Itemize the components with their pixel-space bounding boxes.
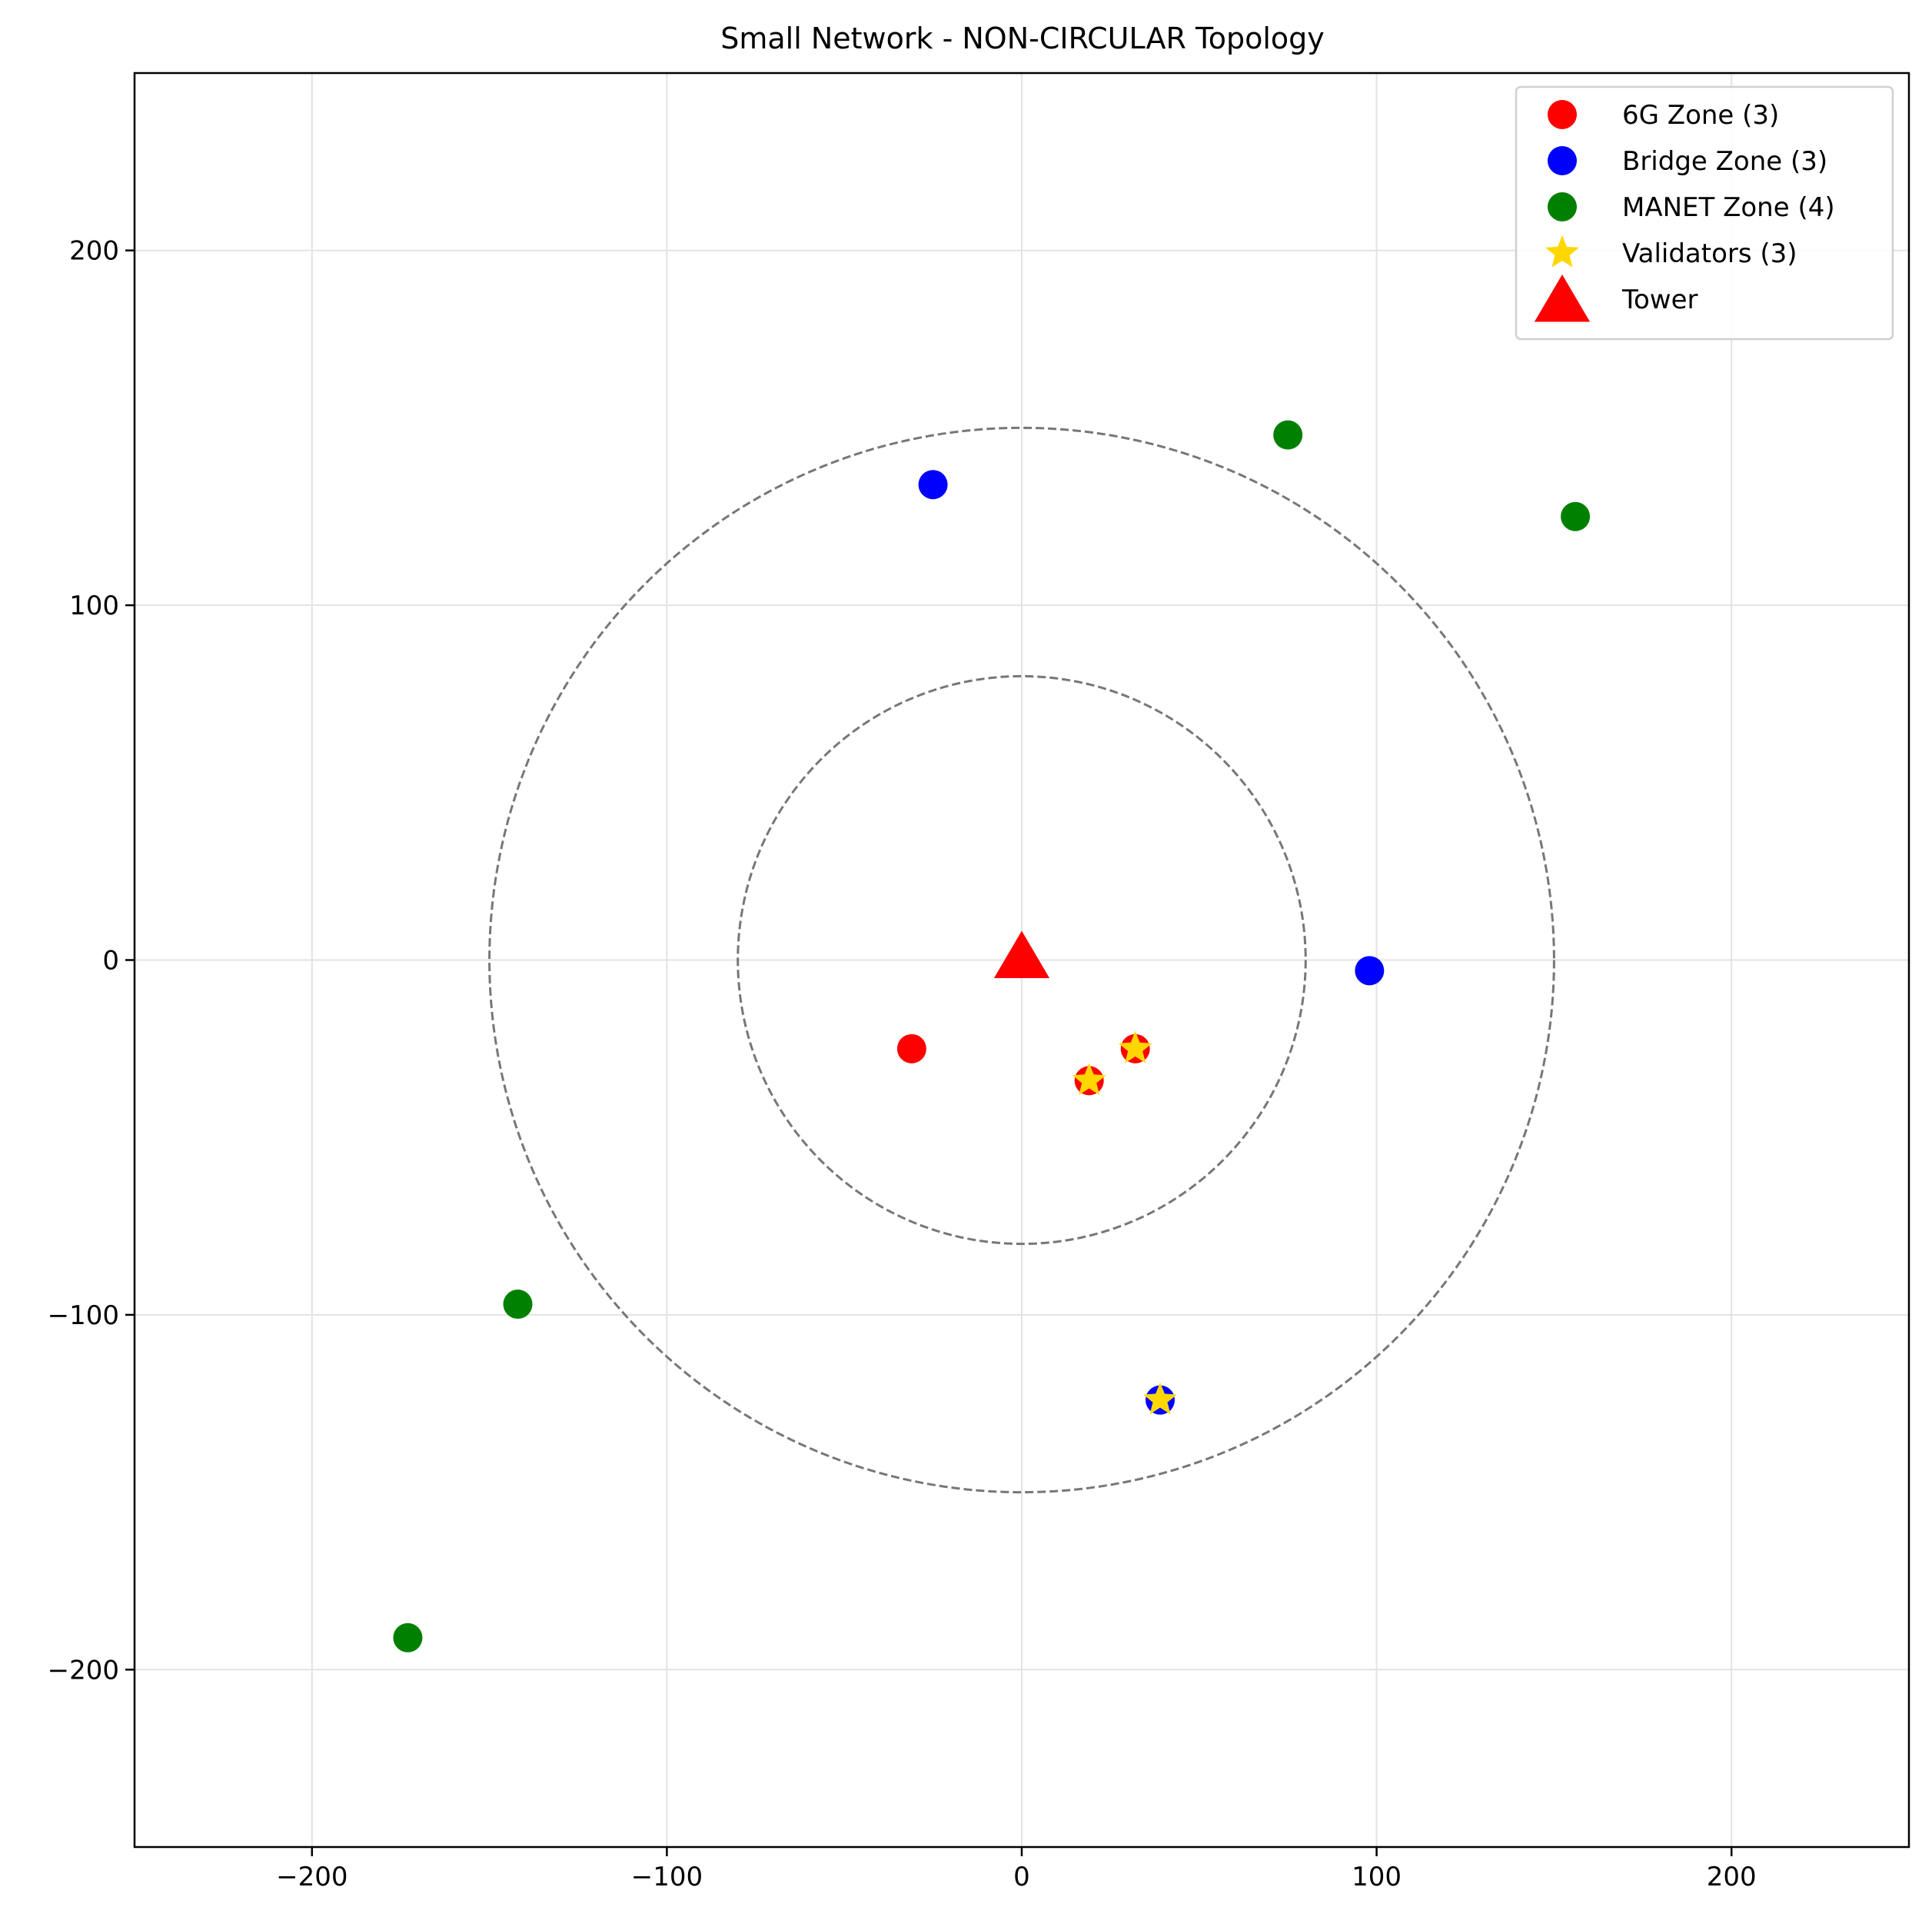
y-tick-label: 100 bbox=[69, 591, 119, 621]
x-tick-label: 100 bbox=[1352, 1862, 1402, 1892]
validator-star bbox=[1072, 1063, 1106, 1095]
axis-ticks: −200 −100 0 100 200 −200 −100 0 100 200 bbox=[48, 236, 1757, 1892]
validator-star bbox=[1118, 1030, 1152, 1063]
legend-marker bbox=[1545, 235, 1579, 268]
tower-marker bbox=[993, 930, 1050, 979]
y-tick-label: −100 bbox=[48, 1300, 119, 1331]
x-tick-label: 0 bbox=[1013, 1862, 1030, 1892]
legend-entry: Tower bbox=[1534, 275, 1698, 322]
legend-marker bbox=[1548, 192, 1577, 221]
x-tick-label: −100 bbox=[631, 1862, 703, 1892]
point-circle bbox=[1561, 501, 1591, 531]
range-rings bbox=[488, 426, 1555, 1494]
x-tick-label: −200 bbox=[276, 1862, 347, 1892]
y-tick-label: 200 bbox=[69, 236, 119, 267]
legend-entry: MANET Zone (4) bbox=[1548, 192, 1835, 223]
point-circle bbox=[503, 1290, 533, 1320]
legend: 6G Zone (3) Bridge Zone (3) MANET Zone (4)… bbox=[1515, 85, 1894, 341]
legend-entry: Bridge Zone (3) bbox=[1548, 146, 1827, 177]
point-circle bbox=[1355, 956, 1385, 986]
y-tick-label: 0 bbox=[102, 946, 119, 977]
point-circle bbox=[918, 470, 948, 500]
legend-label: Bridge Zone (3) bbox=[1622, 146, 1827, 177]
data-points bbox=[393, 420, 1591, 1652]
legend-label: Tower bbox=[1621, 285, 1698, 315]
legend-label: Validators (3) bbox=[1622, 238, 1797, 269]
legend-marker bbox=[1548, 100, 1577, 129]
validator-star bbox=[1143, 1382, 1177, 1415]
legend-marker bbox=[1534, 275, 1591, 322]
legend-label: MANET Zone (4) bbox=[1622, 192, 1835, 223]
legend-entry: Validators (3) bbox=[1545, 235, 1797, 269]
legend-marker bbox=[1548, 146, 1577, 175]
legend-entry: 6G Zone (3) bbox=[1548, 100, 1779, 131]
point-circle bbox=[1273, 420, 1303, 450]
point-circle bbox=[896, 1033, 926, 1063]
point-circle bbox=[393, 1622, 423, 1652]
y-tick-label: −200 bbox=[48, 1655, 119, 1686]
range-ring bbox=[488, 426, 1555, 1494]
legend-box bbox=[1515, 85, 1894, 341]
legend-label: 6G Zone (3) bbox=[1622, 100, 1779, 131]
range-ring bbox=[737, 674, 1307, 1246]
chart-title: Small Network - NON-CIRCULAR Topology bbox=[720, 22, 1325, 55]
x-tick-label: 200 bbox=[1707, 1862, 1757, 1892]
